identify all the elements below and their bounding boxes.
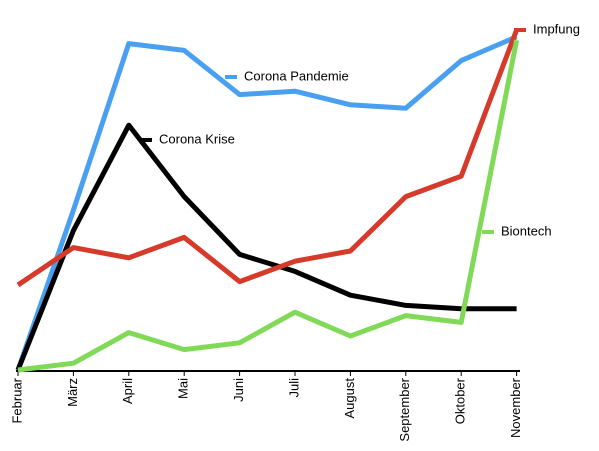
legend-label: Corona Pandemie	[244, 68, 349, 83]
x-tick-label: November	[508, 377, 523, 438]
x-tick-label: Juli	[286, 378, 301, 398]
x-tick-label: September	[397, 377, 412, 441]
series-line	[15, 122, 517, 371]
x-tick-label: April	[120, 378, 135, 404]
x-tick-label: Oktober	[453, 377, 468, 424]
x-tick-label: Mai	[176, 378, 191, 399]
series-line	[16, 29, 519, 288]
x-tick-label: Juni	[231, 378, 246, 402]
legend-label: Corona Krise	[159, 131, 235, 146]
x-tick-label: Februar	[9, 377, 24, 423]
series-line	[15, 34, 518, 371]
legend-label: Impfung	[533, 21, 580, 36]
x-tick-label: März	[65, 378, 80, 407]
x-tick-label: August	[342, 378, 357, 419]
legend-label: Biontech	[501, 223, 552, 238]
series-line	[17, 39, 520, 373]
